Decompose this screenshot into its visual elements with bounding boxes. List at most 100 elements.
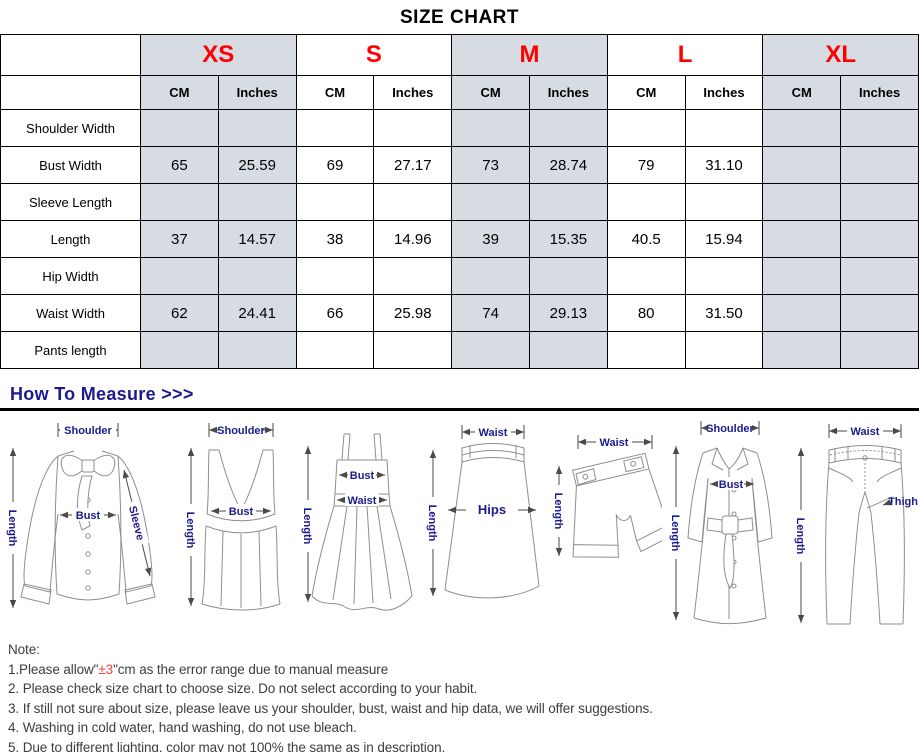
unit-header: CM bbox=[451, 75, 530, 110]
note-heading: Note: bbox=[8, 642, 40, 657]
value-cell: 15.94 bbox=[684, 220, 764, 258]
size-header-s: S bbox=[295, 34, 453, 76]
value-cell bbox=[684, 257, 764, 295]
value-cell: 25.59 bbox=[217, 146, 297, 184]
pants-dimensions: Waist Length Thigh bbox=[794, 424, 918, 623]
value-cell bbox=[528, 257, 608, 295]
dim-label-shoulder: Shoulder bbox=[64, 425, 112, 437]
corner-cell bbox=[0, 34, 141, 76]
dim-label-shoulder: Shoulder bbox=[217, 425, 265, 437]
value-cell: 65 bbox=[140, 146, 219, 184]
value-cell: 80 bbox=[606, 294, 686, 332]
dim-label-length: Length bbox=[426, 505, 438, 542]
divider-line bbox=[0, 408, 919, 411]
dim-label-length: Length bbox=[552, 493, 564, 530]
unit-header: CM bbox=[606, 75, 686, 110]
value-cell bbox=[373, 331, 453, 369]
skirt-dimensions: Waist Hips Length bbox=[426, 425, 536, 596]
dim-label-bust: Bust bbox=[76, 510, 101, 522]
size-header-row: XS S M L XL bbox=[0, 34, 919, 76]
value-cell bbox=[762, 109, 842, 147]
dim-label-waist: Waist bbox=[478, 427, 507, 439]
value-cell: 74 bbox=[451, 294, 530, 332]
value-cell bbox=[373, 109, 453, 147]
dim-label-waist: Waist bbox=[600, 437, 629, 449]
value-cell: 28.74 bbox=[528, 146, 608, 184]
value-cell: 69 bbox=[295, 146, 375, 184]
value-cell bbox=[840, 146, 919, 184]
vest-dimensions: Shoulder Length Bust bbox=[184, 423, 273, 606]
coat-dimensions: Shoulder Bust Length bbox=[669, 421, 759, 620]
row-label: Pants length bbox=[0, 331, 141, 369]
value-cell bbox=[762, 183, 842, 221]
notes: Note: 1.Please allow"±3"cm as the error … bbox=[8, 640, 919, 752]
dim-label-length: Length bbox=[184, 512, 196, 549]
blouse-drawing bbox=[20, 450, 156, 605]
dim-label-bust: Bust bbox=[228, 506, 253, 518]
size-header-xl: XL bbox=[762, 34, 919, 76]
row-label: Length bbox=[0, 220, 141, 258]
value-cell bbox=[528, 109, 608, 147]
figure-vest: Shoulder Length Bust bbox=[184, 423, 280, 611]
value-cell bbox=[840, 294, 919, 332]
value-cell: 39 bbox=[451, 220, 530, 258]
vest-drawing bbox=[201, 449, 280, 611]
unit-header: CM bbox=[140, 75, 219, 110]
table-row: Length 37 14.57 38 14.96 39 15.35 40.5 15.94 bbox=[0, 220, 919, 258]
table-row: Hip Width bbox=[0, 257, 919, 295]
value-cell bbox=[840, 183, 919, 221]
shorts-drawing bbox=[571, 452, 662, 558]
value-cell bbox=[684, 331, 764, 369]
value-cell bbox=[528, 183, 608, 221]
value-cell bbox=[606, 257, 686, 295]
table-row: Pants length bbox=[0, 331, 919, 369]
value-cell bbox=[840, 109, 919, 147]
figure-pants: Waist Length Thigh bbox=[794, 424, 918, 625]
size-header-l: L bbox=[606, 34, 764, 76]
skirt-drawing bbox=[444, 443, 539, 599]
row-label: Bust Width bbox=[0, 146, 141, 184]
row-label: Hip Width bbox=[0, 257, 141, 295]
value-cell bbox=[762, 294, 842, 332]
value-cell bbox=[140, 109, 219, 147]
value-cell: 66 bbox=[295, 294, 375, 332]
value-cell: 37 bbox=[140, 220, 219, 258]
value-cell: 62 bbox=[140, 294, 219, 332]
value-cell bbox=[217, 109, 297, 147]
unit-header: Inches bbox=[528, 75, 608, 110]
value-cell bbox=[140, 257, 219, 295]
value-cell bbox=[295, 183, 375, 221]
figure-skirt: Waist Hips Length bbox=[426, 425, 539, 599]
value-cell bbox=[140, 331, 219, 369]
dim-label-bust: Bust bbox=[350, 470, 375, 482]
value-cell bbox=[762, 146, 842, 184]
unit-header: Inches bbox=[684, 75, 764, 110]
row-label: Waist Width bbox=[0, 294, 141, 332]
value-cell bbox=[451, 257, 530, 295]
value-cell bbox=[140, 183, 219, 221]
value-cell bbox=[451, 331, 530, 369]
value-cell bbox=[295, 109, 375, 147]
value-cell bbox=[528, 331, 608, 369]
dim-label-hips: Hips bbox=[477, 502, 505, 517]
dress-drawing bbox=[311, 433, 413, 611]
dim-label-thigh: Thigh bbox=[888, 496, 918, 508]
dim-label-length: Length bbox=[794, 518, 806, 555]
size-chart-table: XS S M L XL CM Inches CM Inches CM Inche… bbox=[0, 34, 919, 369]
value-cell bbox=[762, 257, 842, 295]
value-cell bbox=[684, 183, 764, 221]
dim-label-shoulder: Shoulder bbox=[706, 423, 754, 435]
value-cell: 14.57 bbox=[217, 220, 297, 258]
unit-header: Inches bbox=[840, 75, 919, 110]
value-cell bbox=[295, 257, 375, 295]
value-cell: 40.5 bbox=[606, 220, 686, 258]
value-cell bbox=[606, 331, 686, 369]
dim-label-length: Length bbox=[669, 515, 681, 552]
value-cell bbox=[217, 331, 297, 369]
page-title: SIZE CHART bbox=[400, 7, 519, 28]
note-line-1-pre: 1.Please allow" bbox=[8, 661, 99, 677]
table-row: Waist Width 62 24.41 66 25.98 74 29.13 80 31.50 bbox=[0, 294, 919, 332]
table-row: Bust Width 65 25.59 69 27.17 73 28.74 79 31.10 bbox=[0, 146, 919, 184]
dim-label-waist: Waist bbox=[851, 426, 880, 438]
